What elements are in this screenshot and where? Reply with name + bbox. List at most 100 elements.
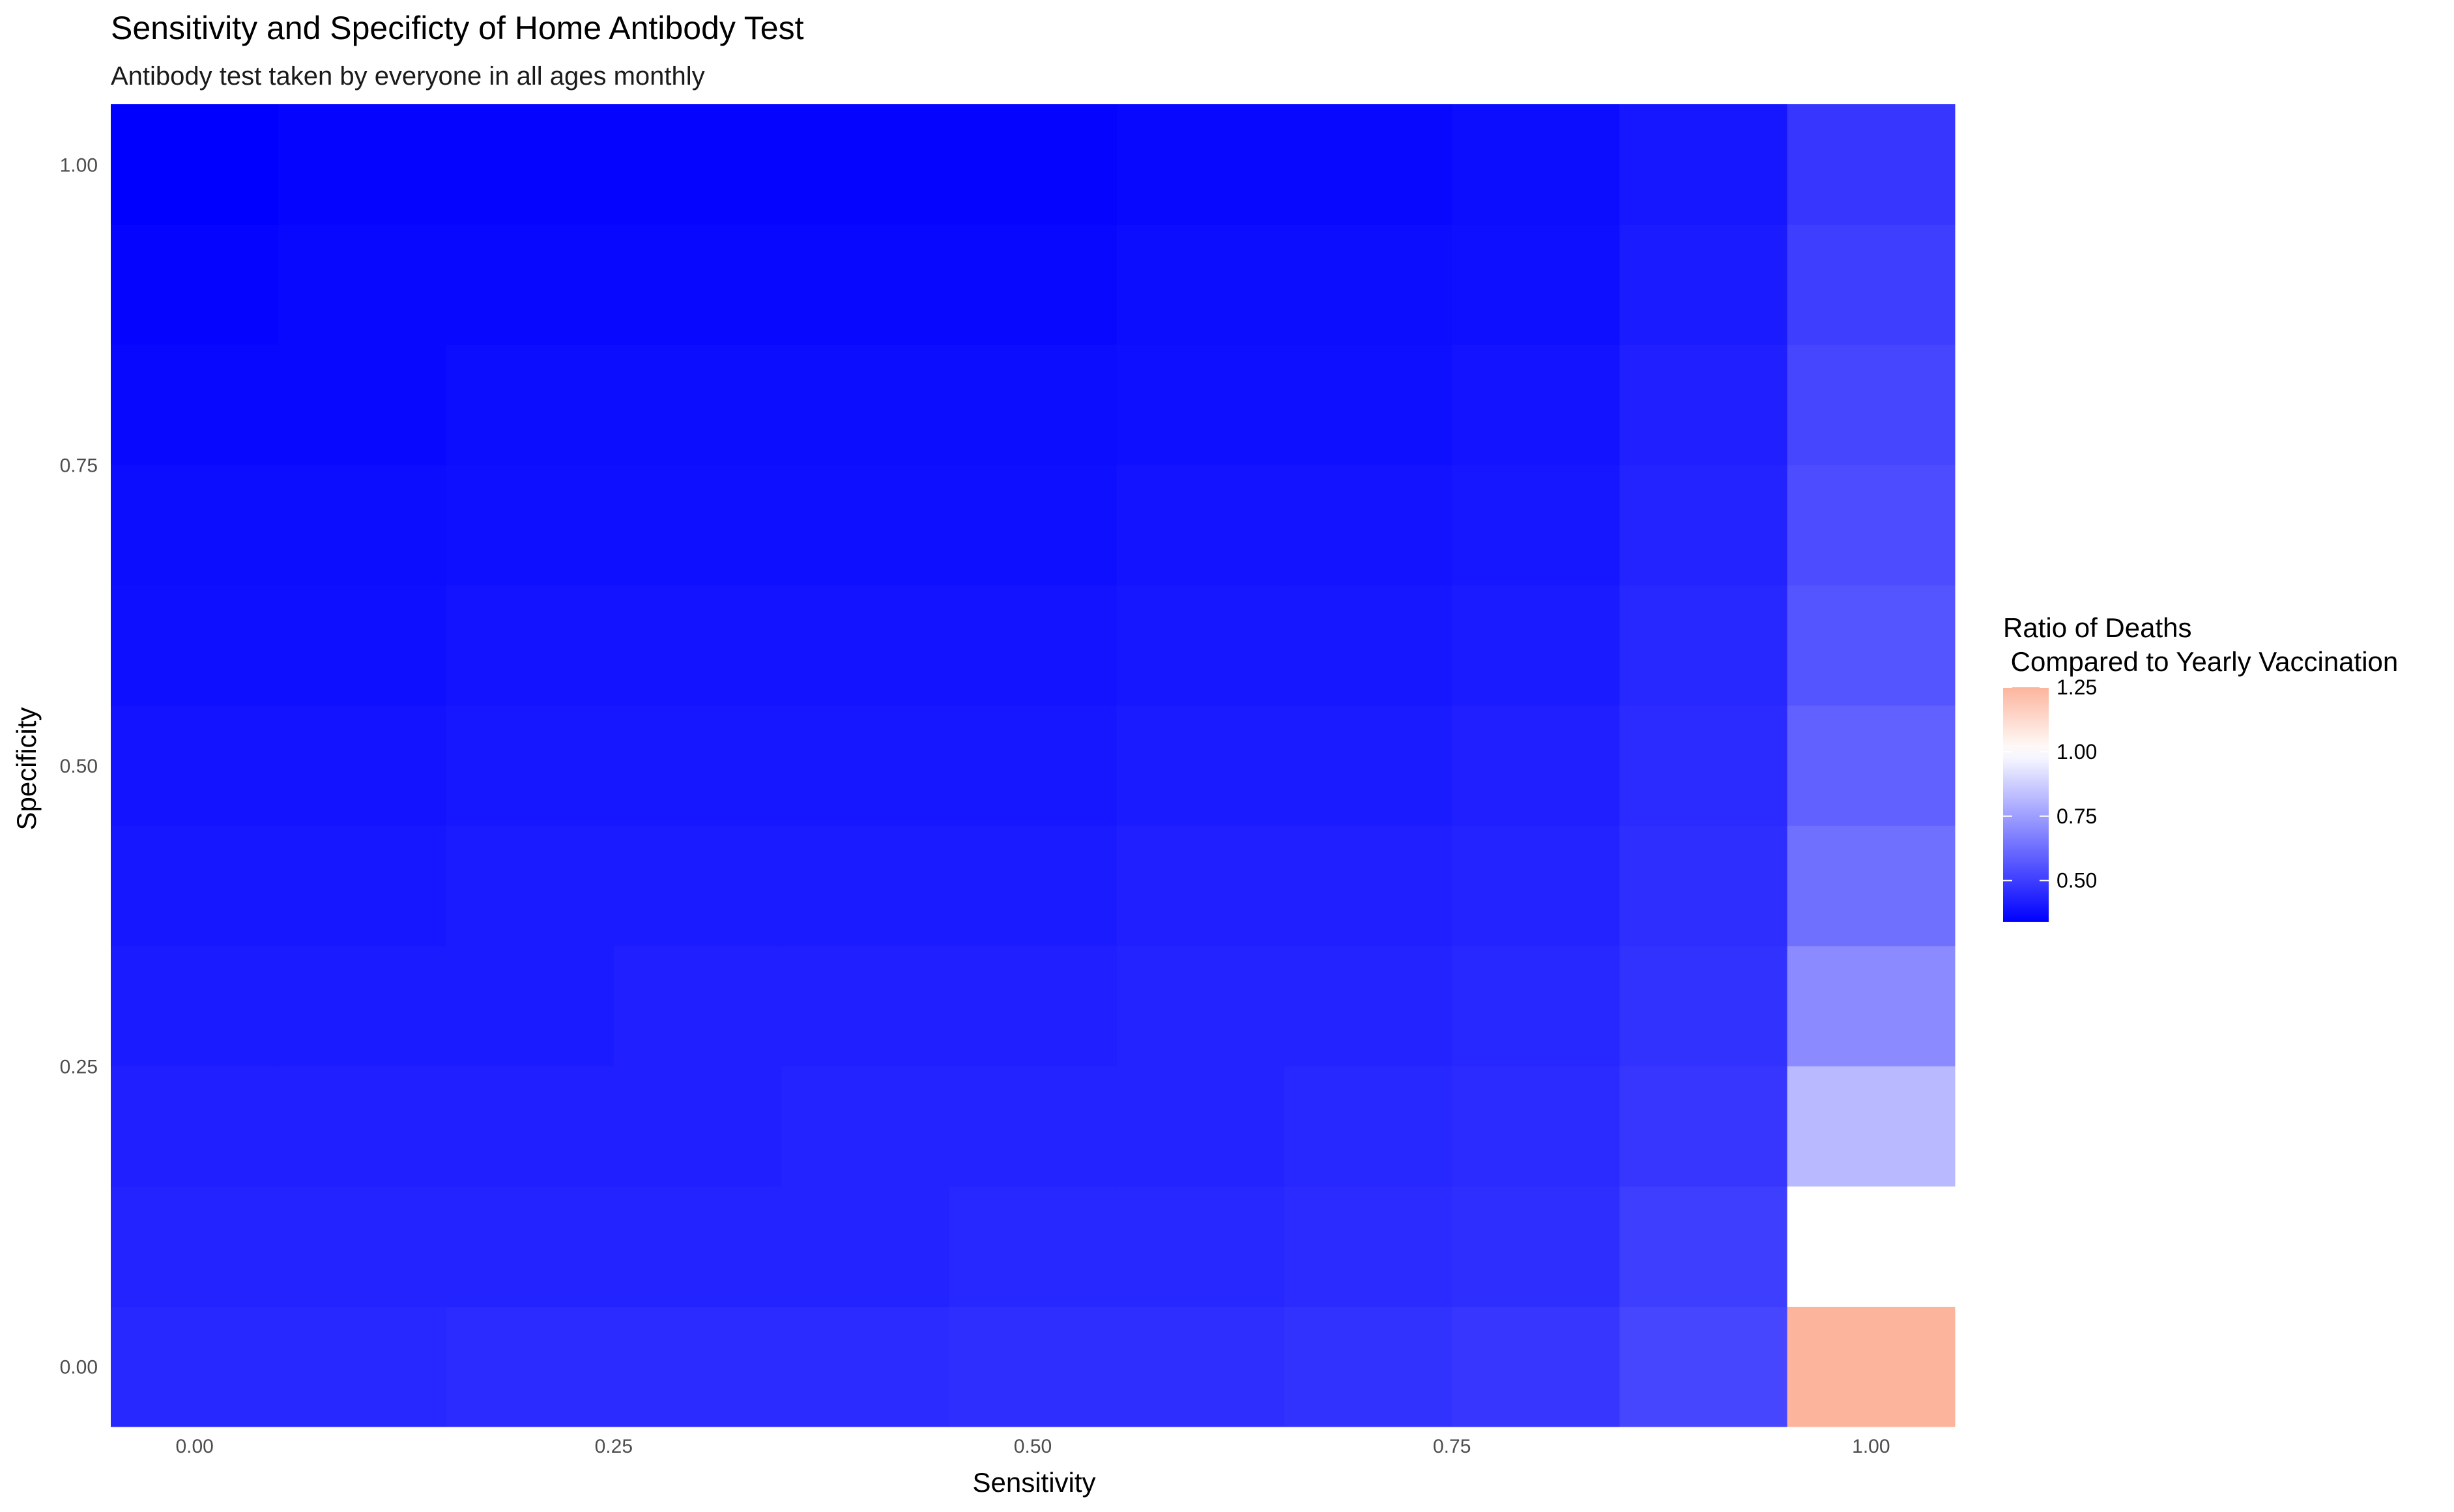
heatmap-tile [949,585,1118,706]
heatmap-tile [278,104,447,225]
heatmap-tile [446,464,614,586]
heatmap-tile [949,1186,1118,1307]
heatmap-tile [278,464,447,586]
heatmap-tile [1787,104,1956,225]
heatmap-tile [1116,705,1285,826]
heatmap-tile [949,464,1118,586]
heatmap-tile [1284,705,1452,826]
heatmap-tile [1116,224,1285,345]
heatmap-tile [781,825,949,947]
heatmap-tile [1787,705,1956,826]
legend-tick-label: 0.75 [2057,805,2097,828]
heatmap-tile [781,104,949,225]
heatmap-tile [446,1306,614,1427]
heatmap-tile [446,1066,614,1187]
chart-subtitle: Antibody test taken by everyone in all a… [111,62,705,91]
heatmap-tile [1116,1306,1285,1427]
heatmap-tile [1619,945,1788,1066]
x-axis-label: Sensitivity [972,1467,1095,1498]
heatmap-tile [1116,945,1285,1066]
legend-colorbar [2003,687,2049,922]
heatmap-tile [1452,345,1620,466]
heatmap-tile [1452,1066,1620,1187]
heatmap-tile [1116,464,1285,586]
heatmap-tile [1116,585,1285,706]
heatmap-tile [1787,345,1956,466]
heatmap-tile [1619,345,1788,466]
legend-ticks: 1.25 1.00 0.75 0.50 [2003,676,2097,892]
heatmap-tile [949,104,1118,225]
heatmap-tile [1116,1066,1285,1187]
heatmap-tile [613,104,782,225]
heatmap-tile [949,945,1118,1066]
heatmap-tile [278,705,447,826]
x-axis-ticks: 0.00 0.25 0.50 0.75 1.00 [175,1436,1890,1457]
heatmap-tile [278,585,447,706]
heatmap-tile [111,825,279,947]
heatmap-tile [111,1306,279,1427]
heatmap-tile [1284,1306,1452,1427]
heatmap-tiles [111,104,1956,1427]
heatmap-tile [278,224,447,345]
heatmap-tile [1787,464,1956,586]
heatmap-tile [1787,1066,1956,1187]
heatmap-tile [446,224,614,345]
x-tick-label: 0.00 [175,1436,213,1457]
heatmap-tile [781,1186,949,1307]
heatmap-tile [278,1306,447,1427]
y-axis-label: Specificity [11,707,42,830]
heatmap-tile [781,1066,949,1187]
heatmap-tile [613,705,782,826]
heatmap-tile [613,224,782,345]
heatmap-tile [1619,825,1788,947]
heatmap-tile [949,1066,1118,1187]
heatmap-tile [111,945,279,1066]
heatmap-tile [949,345,1118,466]
heatmap-tile [446,705,614,826]
heatmap-tile [613,585,782,706]
heatmap-tile [278,345,447,466]
heatmap-tile [781,1306,949,1427]
heatmap-tile [1619,1186,1788,1307]
heatmap-tile [1619,104,1788,225]
y-axis-ticks: 0.00 0.25 0.50 0.75 1.00 [60,154,98,1378]
heatmap-tile [613,945,782,1066]
heatmap-tile [781,464,949,586]
heatmap-tile [1116,104,1285,225]
heatmap-tile [1619,1306,1788,1427]
heatmap-tile [278,1186,447,1307]
heatmap-tile [1116,345,1285,466]
heatmap-tile [1452,104,1620,225]
heatmap-tile [1619,705,1788,826]
heatmap-tile [1284,345,1452,466]
heatmap-tile [1452,585,1620,706]
legend-tick-label: 0.50 [2057,869,2097,892]
heatmap-tile [111,585,279,706]
heatmap-tile [949,224,1118,345]
heatmap-tile [613,464,782,586]
heatmap-tile [1284,464,1452,586]
heatmap-tile [1452,825,1620,947]
heatmap-tile [1787,224,1956,345]
heatmap-tile [278,825,447,947]
x-tick-label: 0.75 [1433,1436,1471,1457]
heatmap-tile [278,1066,447,1187]
y-tick-label: 0.25 [60,1056,98,1077]
heatmap-tile [613,1186,782,1307]
heatmap-tile [111,345,279,466]
heatmap-tile [613,825,782,947]
heatmap-tile [1452,224,1620,345]
heatmap-tile [111,104,279,225]
heatmap-tile [1787,945,1956,1066]
heatmap-tile [446,585,614,706]
x-tick-label: 0.50 [1014,1436,1052,1457]
heatmap-tile [1284,825,1452,947]
heatmap-tile [613,345,782,466]
chart-title: Sensitivity and Specificty of Home Antib… [111,10,804,46]
legend-title-line1: Ratio of Deaths [2003,612,2192,643]
heatmap-tile [1452,464,1620,586]
heatmap-tile [1787,585,1956,706]
heatmap-tile [446,104,614,225]
